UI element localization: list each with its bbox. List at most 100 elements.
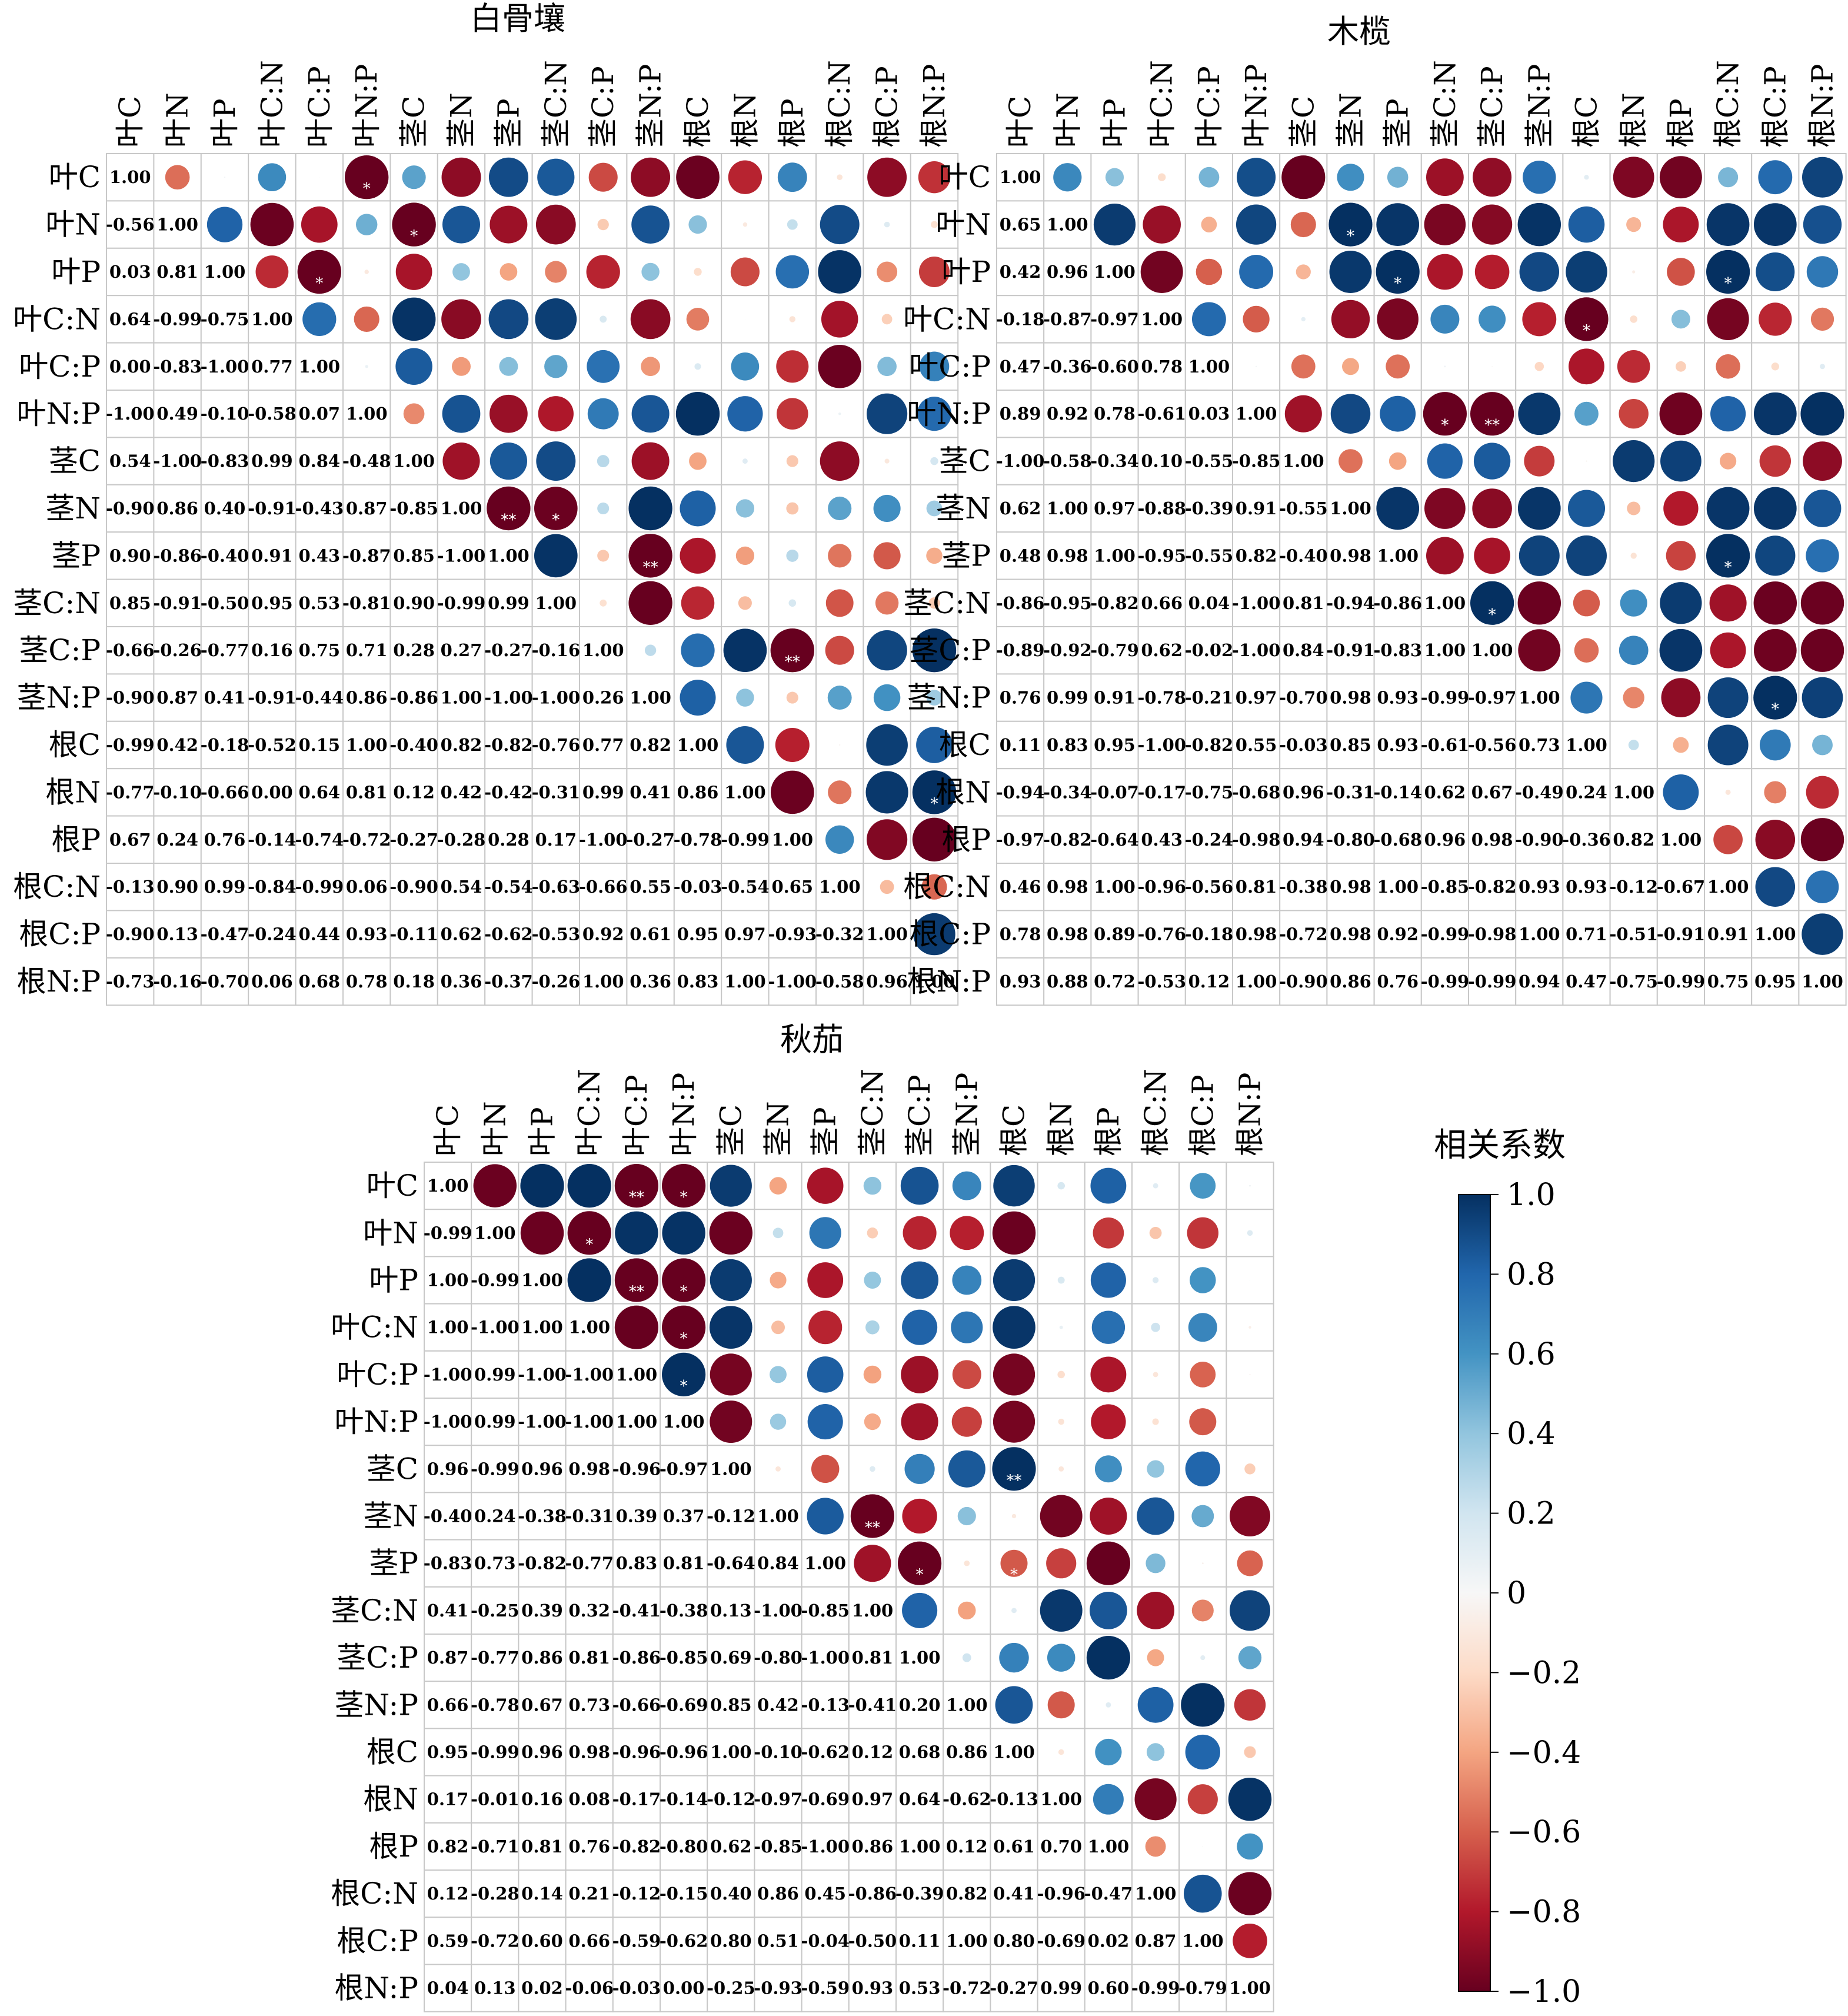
correlation-value: 1.00 (946, 1931, 988, 1951)
grid-cell (1226, 1350, 1274, 1399)
grid-cell (1656, 815, 1706, 864)
correlation-value: -0.07 (1090, 782, 1139, 802)
correlation-value: 0.86 (946, 1742, 988, 1762)
column-label: 叶C (1003, 96, 1037, 148)
correlation-value: 0.39 (616, 1506, 658, 1526)
correlation-circle (1424, 488, 1466, 529)
column-label: 茎N:P (950, 1073, 984, 1156)
correlation-value: -0.99 (424, 1223, 472, 1243)
correlation-value: -0.66 (201, 782, 249, 802)
grid-cell (1043, 910, 1092, 959)
column-label: 茎C:P (903, 1074, 937, 1156)
grid-cell (1043, 295, 1092, 344)
row-label: 茎C:N (331, 1593, 418, 1628)
grid-cell (1279, 863, 1328, 911)
correlation-value: -1.00 (768, 972, 817, 992)
correlation-value: 0.24 (1566, 782, 1607, 802)
correlation-value: 0.02 (521, 1978, 563, 1998)
correlation-circle (1145, 1836, 1166, 1857)
correlation-circle (1090, 1167, 1127, 1204)
grid-cell (1798, 957, 1847, 1006)
correlation-circle (1667, 258, 1695, 286)
grid-cell (1178, 1256, 1227, 1305)
column-label: 根N (1044, 1101, 1078, 1156)
correlation-value: -0.12 (707, 1506, 755, 1526)
correlation-circle (402, 165, 426, 189)
grid-cell (106, 390, 155, 438)
correlation-circle (1673, 737, 1689, 753)
row-label: 茎P (51, 538, 101, 573)
correlation-value: 0.91 (1236, 498, 1277, 518)
grid-cell (295, 720, 344, 770)
correlation-value: 1.00 (441, 498, 482, 518)
correlation-circle (912, 770, 957, 814)
correlation-value: -0.28 (471, 1884, 520, 1904)
grid-cell (531, 910, 580, 959)
correlation-value: 0.90 (157, 877, 198, 897)
correlation-circle (1301, 317, 1306, 322)
correlation-value: -0.98 (1232, 830, 1281, 850)
correlation-value: -1.00 (531, 688, 580, 708)
correlation-circle (948, 1450, 985, 1488)
correlation-circle (865, 771, 908, 814)
grid-cell (1515, 910, 1564, 959)
correlation-value: 1.00 (441, 688, 482, 708)
correlation-value: 1.00 (488, 545, 530, 565)
correlation-value: 1.00 (1047, 498, 1088, 518)
correlation-value: 0.86 (677, 782, 719, 802)
grid-cell (660, 1398, 708, 1446)
correlation-value: -0.97 (1090, 309, 1139, 329)
correlation-circle (825, 589, 854, 617)
correlation-circle (952, 1171, 981, 1200)
correlation-circle (1190, 1267, 1216, 1293)
correlation-circle (490, 394, 528, 433)
correlation-circle (952, 1360, 981, 1389)
correlation-value: -0.86 (996, 593, 1045, 613)
grid-cell (342, 957, 391, 1006)
correlation-value: -0.13 (801, 1695, 850, 1715)
correlation-circle (1628, 740, 1639, 750)
correlation-circle (395, 348, 432, 385)
correlation-value: -0.75 (201, 309, 249, 329)
correlation-value: 1.00 (582, 640, 624, 660)
correlation-circle (1198, 167, 1220, 188)
correlation-value: -0.28 (437, 830, 486, 850)
correlation-value: -0.44 (295, 688, 344, 708)
grid-cell (943, 1869, 991, 1918)
correlation-value: -0.90 (106, 498, 155, 518)
correlation-circle (1517, 487, 1561, 530)
colorbar-title: 相关系数 (1434, 1126, 1566, 1165)
correlation-value: 0.73 (1519, 735, 1560, 755)
correlation-circle (820, 441, 860, 481)
grid-cell (1090, 390, 1139, 438)
grid-cell (579, 720, 628, 770)
grid-cell (754, 1964, 803, 2012)
correlation-value: 0.76 (568, 1837, 610, 1857)
column-label: 茎C:N (1428, 60, 1462, 148)
correlation-value: 0.80 (993, 1931, 1035, 1951)
correlation-value: 0.43 (1141, 830, 1183, 850)
correlation-circle (681, 586, 715, 620)
correlation-value: -0.10 (754, 1742, 803, 1762)
correlation-circle (520, 1211, 564, 1255)
correlation-value: -0.55 (1279, 498, 1328, 518)
correlation-circle (1057, 1370, 1065, 1379)
grid-cell (895, 1822, 944, 1871)
correlation-value: 0.98 (1471, 830, 1513, 850)
correlation-circle (1716, 354, 1740, 379)
row-label: 根N (45, 775, 101, 809)
grid-cell (531, 673, 580, 722)
grid-cell (1468, 957, 1517, 1006)
correlation-value: 0.98 (568, 1742, 610, 1762)
correlation-value: -0.99 (295, 877, 344, 897)
column-label: 茎C (397, 96, 431, 148)
correlation-circle (928, 597, 940, 609)
correlation-circle (675, 392, 720, 436)
grid-cell (1562, 863, 1611, 911)
correlation-circle (1707, 724, 1749, 766)
correlation-value: -1.00 (153, 451, 202, 471)
correlation-circle (1806, 256, 1839, 288)
correlation-circle (1574, 638, 1599, 663)
correlation-circle (881, 314, 893, 325)
column-label: 茎C (1286, 96, 1320, 148)
